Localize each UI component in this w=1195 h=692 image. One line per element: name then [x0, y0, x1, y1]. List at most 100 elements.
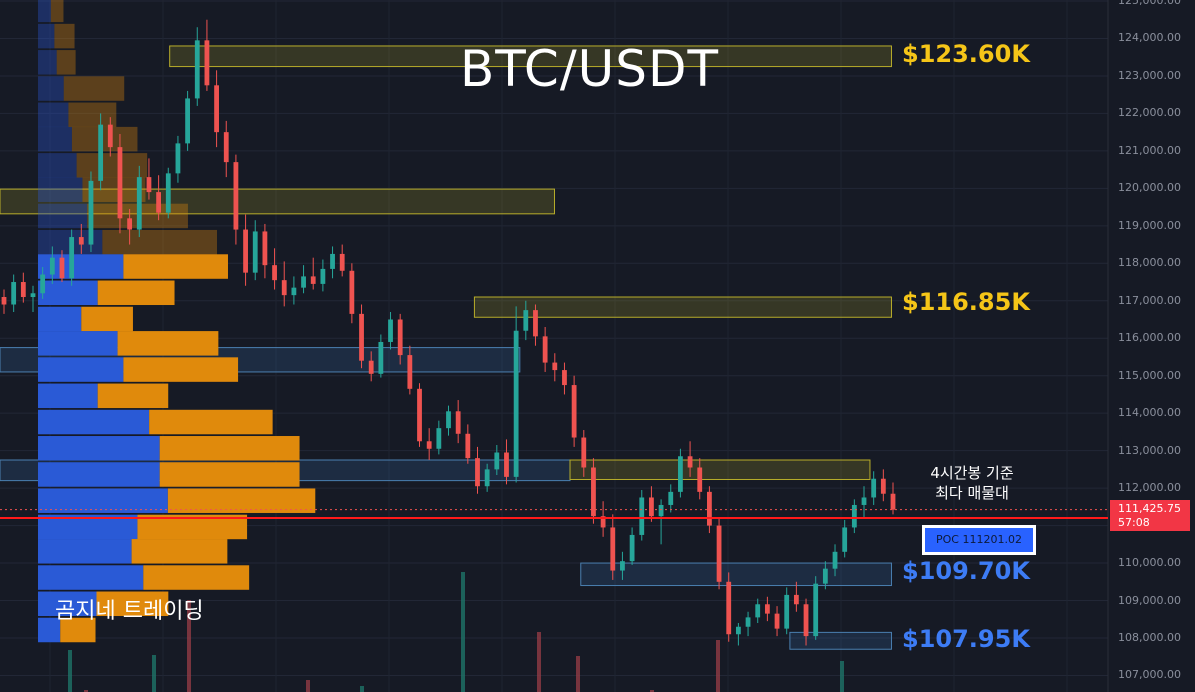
candle-body [272, 265, 277, 281]
volume-bar [461, 572, 465, 692]
volume-profile-sell-bar [71, 126, 138, 152]
candle-body [465, 433, 471, 459]
candle-body [523, 310, 529, 331]
volume-profile-buy-bar [38, 203, 88, 229]
volume-profile-buy-bar [38, 0, 51, 23]
candle-body [368, 360, 374, 374]
volume-profile-buy-bar [38, 50, 57, 75]
volume-profile-buy-bar [38, 153, 77, 178]
candle-body [784, 594, 790, 629]
candle-body [223, 132, 229, 163]
y-tick-label: 122,000.00 [1118, 106, 1181, 120]
volume-profile-sell-bar [63, 76, 125, 101]
candle-body [310, 276, 316, 284]
candle-body [552, 362, 558, 371]
candle-body [668, 491, 674, 505]
candle-body [591, 467, 596, 517]
candle-body [107, 124, 113, 148]
candle-body [281, 280, 287, 296]
candle-body [813, 583, 819, 637]
zone-supply [569, 459, 871, 480]
candle-body [649, 497, 654, 517]
candle-body [20, 282, 26, 298]
candle-body [397, 319, 403, 356]
candle-body [252, 231, 258, 273]
candle-body [822, 568, 828, 584]
y-tick-label: 125,000.00 [1118, 0, 1181, 7]
candle-body [832, 551, 838, 569]
candle-body [59, 257, 65, 279]
volume-profile-buy-bar [38, 357, 124, 382]
candle-body [214, 85, 219, 133]
candle-body [291, 287, 297, 296]
candle-body [378, 341, 384, 374]
volume-profile-buy-bar [38, 539, 132, 564]
zone-supply [473, 296, 892, 318]
volume-profile-sell-bar [159, 462, 300, 487]
candle-body [610, 527, 616, 571]
y-tick-label: 114,000.00 [1118, 406, 1181, 420]
volume-profile-buy-bar [38, 23, 55, 49]
level-label-109-70k: $109.70K [902, 557, 1030, 585]
candle-body [136, 177, 142, 230]
volume-profile-sell-bar [159, 436, 300, 461]
candle-body [620, 561, 625, 571]
candle-body [30, 293, 36, 298]
candle-body [11, 282, 17, 305]
candle-body [320, 268, 326, 284]
volume-profile-sell-bar [123, 357, 239, 382]
candle-body [851, 504, 857, 528]
candle-body [436, 428, 442, 449]
volume-bar [152, 655, 156, 692]
volume-profile-sell-bar [50, 0, 64, 23]
zone-supply [169, 45, 892, 68]
y-tick-label: 118,000.00 [1118, 256, 1181, 270]
candle-body [339, 253, 345, 271]
volume-profile-sell-bar [76, 153, 148, 178]
candle-body [301, 276, 306, 288]
volume-profile-buy-bar [38, 102, 69, 128]
volume-bar [68, 650, 72, 692]
candle-body [871, 478, 877, 498]
candle-body [890, 493, 896, 510]
candle-body [581, 437, 587, 468]
volume-profile-sell-bar [143, 565, 250, 590]
volume-profile-sell-bar [123, 254, 228, 279]
candle-body [793, 594, 799, 605]
candle-body [774, 613, 780, 629]
candle-body [600, 516, 606, 528]
poc-label: POC 111201.02 [922, 525, 1036, 555]
volume-profile-buy-bar [38, 331, 118, 356]
candle-body [764, 604, 770, 614]
y-tick-label: 112,000.00 [1118, 481, 1181, 495]
zone-demand [580, 562, 892, 587]
level-label-123-60k: $123.60K [902, 40, 1030, 68]
current-price-value: 111,425.75 [1118, 502, 1181, 515]
candle-body [262, 231, 268, 266]
volume-bar [537, 632, 541, 692]
y-tick-label: 123,000.00 [1118, 68, 1181, 82]
y-tick-label: 107,000.00 [1118, 668, 1181, 682]
chart-title: BTC/USDT [460, 40, 720, 98]
y-tick-label: 113,000.00 [1118, 443, 1181, 457]
poc-annotation: 4시간봉 기준 최다 매물대 [912, 463, 1032, 503]
volume-profile-sell-bar [96, 591, 169, 617]
volume-bar [840, 661, 844, 692]
candle-body [629, 534, 635, 562]
candle-body [117, 147, 123, 219]
volume-profile-sell-bar [131, 539, 228, 564]
candle-body [745, 617, 751, 627]
candle-body [726, 581, 732, 635]
candle-body [359, 313, 364, 361]
y-tick-label: 110,000.00 [1118, 556, 1181, 570]
y-tick-label: 117,000.00 [1118, 293, 1181, 307]
volume-profile-buy-bar [38, 591, 97, 617]
candle-body [861, 497, 867, 505]
y-tick-label: 116,000.00 [1118, 331, 1181, 345]
candle-body [446, 411, 451, 429]
volume-bar [650, 690, 654, 692]
candle-body [755, 604, 761, 618]
candle-body [156, 192, 162, 213]
volume-profile-buy-bar [38, 488, 168, 513]
level-label-107-95k: $107.95K [902, 625, 1030, 653]
